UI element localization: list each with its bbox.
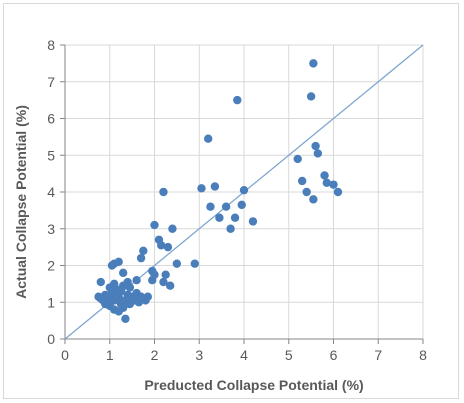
data-point — [110, 279, 119, 289]
y-tick-label: 4 — [47, 184, 55, 200]
data-point — [206, 202, 215, 211]
y-tick-label: 6 — [47, 111, 55, 127]
data-point — [204, 134, 213, 143]
x-tick-label: 4 — [240, 347, 248, 363]
y-tick-label: 1 — [47, 294, 55, 310]
axes — [60, 44, 424, 344]
data-point — [118, 268, 128, 278]
data-point — [329, 180, 338, 189]
chart-frame: 0 1 2 3 4 5 6 7 8 0 1 2 3 4 5 6 7 8 Preducted Collapse Po… — [3, 3, 459, 399]
data-point — [114, 257, 123, 267]
x-axis-label: Preducted Collapse Potential (%) — [144, 377, 363, 393]
data-point — [168, 224, 177, 233]
y-tick-label: 2 — [47, 258, 55, 274]
data-point — [293, 154, 302, 164]
tick-labels: 0 1 2 3 4 5 6 7 8 0 1 2 3 4 5 6 7 8 — [47, 37, 427, 363]
data-point — [230, 213, 240, 222]
data-point — [215, 213, 224, 222]
x-tick-label: 8 — [419, 347, 427, 363]
data-point — [302, 187, 311, 197]
y-axis-label: Actual Collapse Potential (%) — [13, 105, 29, 299]
data-point — [123, 277, 132, 287]
data-point — [190, 259, 199, 268]
y-tick-label: 8 — [47, 37, 55, 53]
data-point — [161, 270, 170, 279]
data-point — [306, 92, 316, 101]
data-point — [309, 195, 318, 204]
data-point — [139, 246, 148, 255]
data-point — [197, 184, 206, 193]
data-point — [248, 217, 258, 226]
data-point — [159, 187, 168, 197]
x-tick-label: 5 — [285, 347, 293, 363]
data-point — [309, 59, 318, 68]
data-point — [239, 185, 249, 195]
data-point — [150, 220, 159, 230]
data-point — [297, 176, 307, 186]
data-point — [172, 259, 182, 268]
data-point — [143, 292, 152, 301]
data-point — [121, 314, 130, 323]
x-tick-label: 1 — [106, 347, 114, 363]
data-point — [159, 277, 168, 287]
data-point — [313, 149, 323, 158]
x-tick-label: 0 — [61, 347, 69, 363]
y-tick-label: 3 — [47, 221, 55, 237]
data-points — [94, 59, 343, 323]
x-tick-label: 7 — [374, 347, 382, 363]
y-tick-label: 0 — [47, 331, 55, 347]
x-tick-label: 3 — [195, 347, 203, 363]
data-point — [333, 187, 343, 197]
data-point — [165, 281, 175, 290]
data-point — [136, 253, 146, 263]
y-tick-label: 5 — [47, 147, 55, 163]
data-point — [118, 303, 128, 312]
data-point — [132, 276, 141, 285]
data-point — [226, 224, 235, 233]
data-point — [210, 182, 220, 191]
data-point — [237, 200, 246, 210]
data-point — [150, 270, 159, 279]
scatter-chart: 0 1 2 3 4 5 6 7 8 0 1 2 3 4 5 6 7 8 Preducted Collapse Po… — [13, 37, 427, 393]
x-tick-label: 6 — [330, 347, 338, 363]
data-point — [116, 287, 126, 296]
x-tick-label: 2 — [151, 347, 159, 363]
data-point — [233, 95, 242, 105]
data-point — [320, 171, 329, 180]
data-point — [96, 277, 106, 287]
data-point — [157, 241, 166, 250]
data-point — [221, 202, 231, 211]
data-point — [163, 242, 173, 252]
gridlines — [65, 44, 424, 339]
data-point — [322, 178, 331, 188]
y-tick-label: 7 — [47, 74, 55, 90]
data-point — [311, 141, 320, 151]
